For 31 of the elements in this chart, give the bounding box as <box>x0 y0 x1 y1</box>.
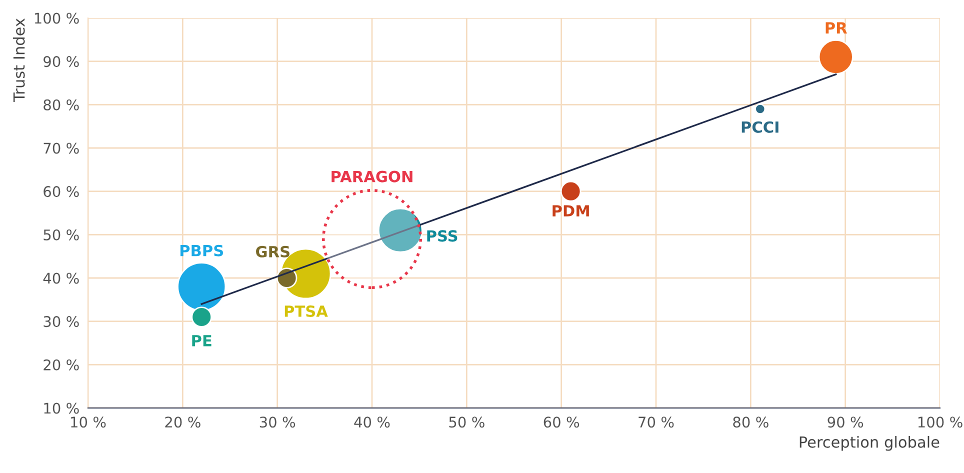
x-tick-label: 90 % <box>828 416 864 428</box>
x-tick-label: 80 % <box>733 416 768 428</box>
x-tick-label: 70 % <box>638 416 674 428</box>
y-axis-title: Trust Index <box>13 18 25 102</box>
x-axis-title: Perception globale <box>800 436 940 451</box>
series-label: GRS <box>256 246 290 258</box>
y-tick-label: 40 % <box>43 272 79 284</box>
y-tick-label: 70 % <box>44 142 79 154</box>
x-tick-label: 10 % <box>71 416 106 428</box>
x-tick-label: 40 % <box>354 416 390 428</box>
x-tick-label: 100 % <box>918 416 962 428</box>
series-label: PARAGON <box>332 170 412 182</box>
y-tick-label: 30 % <box>44 316 79 328</box>
y-tick-label: 50 % <box>44 229 79 240</box>
x-tick-label: 30 % <box>260 416 296 428</box>
y-tick-label: 100 % <box>34 12 79 24</box>
y-tick-label: 10 % <box>44 402 79 414</box>
x-tick-label: 20 % <box>165 416 200 428</box>
y-tick-label: 60 % <box>44 186 79 198</box>
series-label: PTSA <box>284 305 328 317</box>
series-label: PSS <box>427 230 458 242</box>
x-tick-label: 60 % <box>544 416 580 428</box>
series-label: PCCI <box>742 121 778 133</box>
y-tick-label: 80 % <box>44 99 79 110</box>
x-tick-label: 50 % <box>449 416 484 428</box>
series-label: PE <box>192 335 212 346</box>
y-tick-label: 20 % <box>44 359 79 370</box>
series-label: PDM <box>552 205 589 216</box>
series-label: PR <box>826 22 848 34</box>
series-label: PBPS <box>180 244 224 256</box>
y-tick-label: 90 % <box>44 56 79 68</box>
